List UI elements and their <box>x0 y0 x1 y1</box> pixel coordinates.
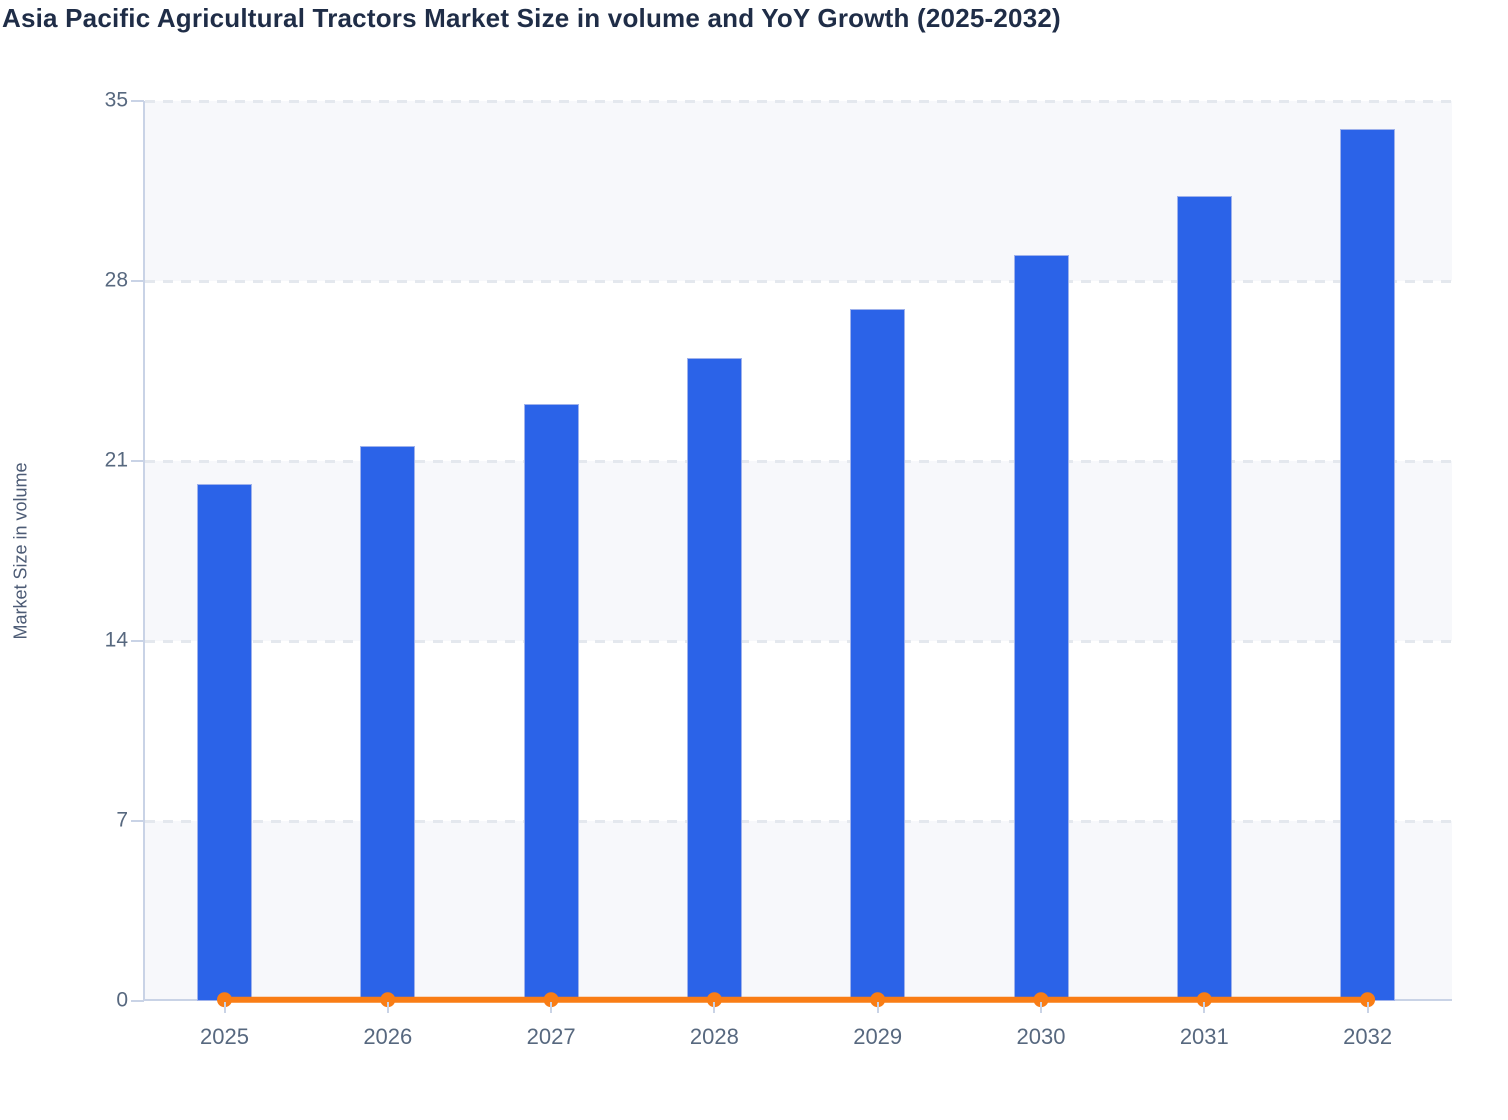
y-tick-mark-28 <box>131 280 144 282</box>
chart-title: Asia Pacific Agricultural Tractors Marke… <box>2 3 1061 33</box>
line-point-2026[interactable] <box>380 992 396 1008</box>
bar-2030[interactable] <box>1013 255 1069 1001</box>
line-point-2032[interactable] <box>1360 992 1376 1008</box>
x-tick-mark-2031 <box>1203 1002 1206 1013</box>
gridline-28 <box>145 280 1452 283</box>
x-axis-label-2032: 2032 <box>1343 1024 1393 1049</box>
x-axis-label-2026: 2026 <box>363 1024 413 1049</box>
line-point-2029[interactable] <box>870 992 886 1008</box>
bar-2028[interactable] <box>686 358 742 1001</box>
y-tick-label-7: 7 <box>116 808 128 832</box>
plot-band-row <box>145 101 1452 281</box>
x-axis-label-2025: 2025 <box>200 1024 249 1049</box>
line-point-2027[interactable] <box>543 992 559 1008</box>
x-tick-mark-2028 <box>713 1002 716 1013</box>
y-tick-mark-35 <box>131 100 144 102</box>
line-point-2030[interactable] <box>1033 992 1049 1008</box>
y-tick-label-21: 21 <box>104 448 128 472</box>
gridline-14 <box>145 640 1452 643</box>
line-point-2028[interactable] <box>706 992 722 1008</box>
y-tick-mark-0 <box>131 1000 144 1002</box>
x-axis-label-2029: 2029 <box>853 1024 903 1049</box>
y-axis-title: Market Size in volume <box>10 462 31 640</box>
bar-2031[interactable] <box>1176 196 1232 1001</box>
plot-area <box>143 100 1452 1008</box>
line-point-2025[interactable] <box>217 992 232 1008</box>
x-tick-mark-2032 <box>1366 1002 1369 1013</box>
y-tick-label-35: 35 <box>104 88 128 112</box>
x-axis-label-2030: 2030 <box>1016 1024 1066 1049</box>
line-point-2031[interactable] <box>1196 992 1212 1008</box>
x-tick-mark-2029 <box>876 1002 879 1013</box>
x-tick-mark-2025 <box>223 1002 226 1013</box>
x-tick-mark-2026 <box>386 1002 389 1013</box>
y-tick-mark-14 <box>131 640 144 642</box>
x-axis-label-2028: 2028 <box>689 1024 739 1049</box>
gridline-7 <box>145 820 1452 823</box>
bar-2032[interactable] <box>1340 129 1396 1001</box>
y-tick-mark-7 <box>131 820 144 822</box>
x-tick-mark-2030 <box>1040 1002 1042 1013</box>
bar-2029[interactable] <box>850 309 906 1001</box>
bar-2026[interactable] <box>360 445 416 1001</box>
x-axis-label-2031: 2031 <box>1179 1024 1229 1049</box>
y-tick-label-0: 0 <box>116 988 128 1012</box>
x-axis-label-2027: 2027 <box>526 1024 576 1049</box>
y-tick-label-28: 28 <box>104 268 128 292</box>
gridline-35 <box>145 100 1452 103</box>
gridline-21 <box>145 460 1452 463</box>
yoy-growth-line-layer <box>217 992 1376 1008</box>
bar-2027[interactable] <box>523 404 579 1001</box>
y-tick-label-14: 14 <box>104 628 128 652</box>
y-tick-mark-21 <box>131 460 144 462</box>
x-tick-mark-2027 <box>550 1002 553 1013</box>
y-axis-line <box>143 101 145 1001</box>
bar-2025[interactable] <box>197 484 252 1001</box>
